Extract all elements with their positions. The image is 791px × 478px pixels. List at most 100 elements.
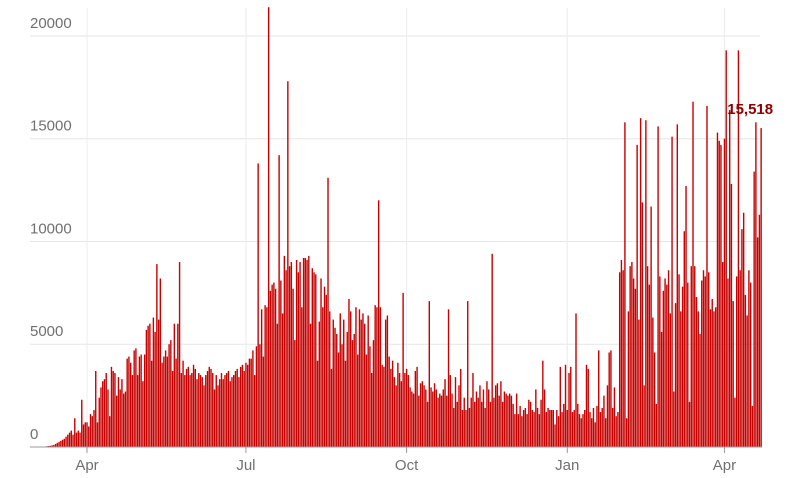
bar (280, 280, 282, 447)
bar (70, 430, 72, 447)
bar (568, 373, 570, 447)
bar (688, 401, 691, 447)
bar (236, 368, 238, 447)
bar (121, 379, 123, 447)
x-tick-label: Jul (236, 457, 255, 474)
bar (142, 381, 144, 447)
bar (671, 136, 673, 448)
bar (463, 397, 465, 447)
bar (357, 354, 359, 447)
bar (632, 278, 635, 447)
bar (477, 397, 479, 447)
bar (391, 360, 394, 447)
bar (449, 375, 451, 447)
bar (559, 366, 561, 447)
bar (47, 445, 50, 447)
x-tick-label: Jan (555, 457, 579, 474)
bar (308, 255, 310, 447)
bar (208, 366, 210, 447)
bar (372, 340, 375, 447)
bar (173, 323, 176, 447)
bar (528, 399, 530, 447)
bar (86, 422, 88, 447)
bar (653, 352, 656, 447)
bar (676, 124, 678, 448)
bar (390, 368, 392, 447)
bar (446, 395, 448, 447)
bar (323, 286, 326, 447)
bar (222, 379, 224, 447)
bar (61, 439, 64, 447)
bar (252, 350, 254, 447)
bar (430, 387, 432, 447)
bar (493, 397, 495, 447)
bar (517, 414, 520, 447)
bar (524, 407, 527, 447)
bar (311, 268, 313, 447)
y-tick-label: 5000 (30, 323, 63, 340)
bar (573, 410, 575, 447)
bar (419, 383, 422, 447)
bar (262, 356, 265, 447)
bar (554, 424, 556, 447)
bar (266, 307, 268, 447)
bar (608, 352, 610, 447)
bar (681, 286, 684, 447)
bar (601, 407, 603, 447)
bar (564, 364, 567, 447)
bar (543, 389, 546, 447)
bar (287, 81, 289, 447)
bar (510, 395, 513, 447)
bar (515, 393, 518, 447)
bar (170, 340, 172, 447)
bar (381, 364, 383, 447)
bar (68, 432, 71, 447)
bar (720, 144, 722, 447)
bar (75, 432, 78, 447)
bar (212, 373, 214, 447)
bar (309, 323, 312, 447)
bar (96, 422, 99, 447)
x-tick-label: Apr (713, 457, 736, 474)
bar (201, 377, 203, 447)
bar (722, 262, 724, 447)
bar (393, 377, 396, 447)
bar (418, 395, 420, 447)
bar (103, 379, 106, 447)
bar (540, 399, 542, 447)
bar (577, 403, 579, 447)
bar (102, 381, 104, 447)
bar (407, 375, 410, 447)
bar (313, 272, 315, 447)
bar (220, 373, 223, 447)
bar (550, 410, 553, 447)
bar (404, 373, 406, 447)
bar (339, 313, 341, 447)
bar (552, 410, 555, 447)
bar (652, 317, 654, 447)
bar (377, 200, 380, 447)
bar (549, 410, 551, 447)
bar (285, 270, 287, 447)
bar (304, 257, 307, 447)
bar (639, 118, 642, 447)
bar (755, 122, 757, 447)
bar (481, 401, 483, 447)
bar (625, 418, 628, 447)
bar (384, 319, 387, 447)
bar (297, 272, 300, 447)
bar (580, 418, 582, 447)
bar (215, 375, 217, 447)
bar (360, 319, 362, 447)
bar (161, 362, 163, 447)
bar (325, 294, 327, 447)
bar (519, 405, 521, 447)
bar (489, 401, 492, 447)
bar (585, 364, 588, 447)
bar (388, 356, 390, 447)
bar (650, 206, 652, 447)
bar (159, 278, 162, 447)
bar (475, 391, 478, 447)
bar (257, 163, 259, 447)
bar (529, 401, 532, 447)
